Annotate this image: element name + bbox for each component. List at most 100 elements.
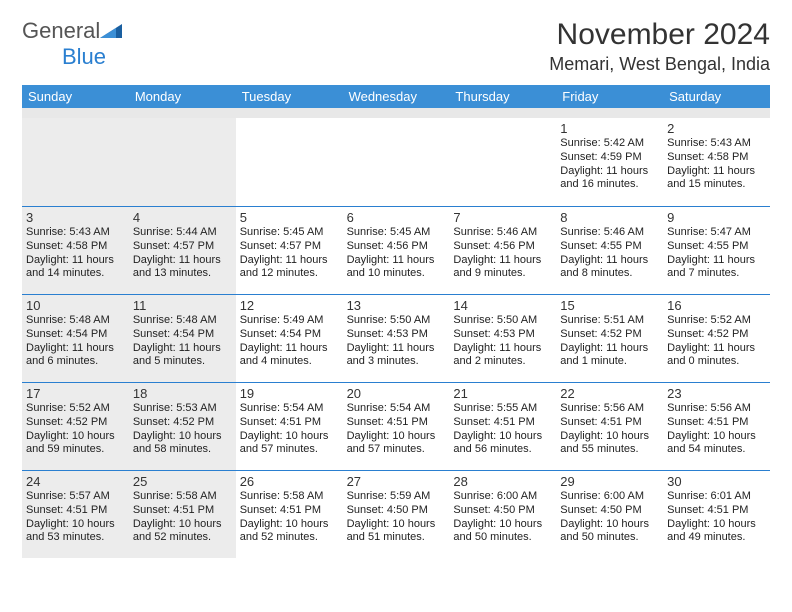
day-sunset: Sunset: 4:57 PM	[133, 240, 232, 254]
day-sunrise: Sunrise: 5:59 AM	[347, 490, 446, 504]
day-cell: 9Sunrise: 5:47 AMSunset: 4:55 PMDaylight…	[663, 206, 770, 294]
day-daylight1: Daylight: 11 hours	[26, 342, 125, 356]
day-sunrise: Sunrise: 5:42 AM	[560, 137, 659, 151]
day-sunset: Sunset: 4:50 PM	[560, 504, 659, 518]
day-sunset: Sunset: 4:51 PM	[667, 416, 766, 430]
day-daylight2: and 13 minutes.	[133, 267, 232, 281]
weekday-friday: Friday	[556, 85, 663, 108]
day-cell: 20Sunrise: 5:54 AMSunset: 4:51 PMDayligh…	[343, 382, 450, 470]
day-sunset: Sunset: 4:58 PM	[26, 240, 125, 254]
day-sunrise: Sunrise: 5:46 AM	[453, 226, 552, 240]
day-cell: 18Sunrise: 5:53 AMSunset: 4:52 PMDayligh…	[129, 382, 236, 470]
day-number: 7	[453, 210, 552, 225]
day-sunrise: Sunrise: 5:46 AM	[560, 226, 659, 240]
day-daylight2: and 58 minutes.	[133, 443, 232, 457]
day-cell: 28Sunrise: 6:00 AMSunset: 4:50 PMDayligh…	[449, 470, 556, 558]
day-cell: 13Sunrise: 5:50 AMSunset: 4:53 PMDayligh…	[343, 294, 450, 382]
day-daylight2: and 8 minutes.	[560, 267, 659, 281]
day-daylight1: Daylight: 11 hours	[560, 254, 659, 268]
day-daylight2: and 55 minutes.	[560, 443, 659, 457]
day-daylight2: and 49 minutes.	[667, 531, 766, 545]
day-number: 13	[347, 298, 446, 313]
day-daylight2: and 9 minutes.	[453, 267, 552, 281]
day-daylight2: and 2 minutes.	[453, 355, 552, 369]
day-daylight2: and 52 minutes.	[133, 531, 232, 545]
day-cell: 26Sunrise: 5:58 AMSunset: 4:51 PMDayligh…	[236, 470, 343, 558]
day-sunrise: Sunrise: 5:54 AM	[347, 402, 446, 416]
day-number: 5	[240, 210, 339, 225]
weekday-sunday: Sunday	[22, 85, 129, 108]
day-sunset: Sunset: 4:55 PM	[667, 240, 766, 254]
logo: General Blue	[22, 18, 122, 70]
day-cell: 16Sunrise: 5:52 AMSunset: 4:52 PMDayligh…	[663, 294, 770, 382]
day-sunrise: Sunrise: 5:57 AM	[26, 490, 125, 504]
day-daylight1: Daylight: 11 hours	[133, 342, 232, 356]
day-sunrise: Sunrise: 5:45 AM	[240, 226, 339, 240]
day-number: 18	[133, 386, 232, 401]
day-daylight1: Daylight: 11 hours	[560, 342, 659, 356]
location: Memari, West Bengal, India	[549, 54, 770, 75]
day-sunrise: Sunrise: 5:53 AM	[133, 402, 232, 416]
day-cell: 29Sunrise: 6:00 AMSunset: 4:50 PMDayligh…	[556, 470, 663, 558]
day-daylight2: and 3 minutes.	[347, 355, 446, 369]
day-daylight2: and 5 minutes.	[133, 355, 232, 369]
day-number: 23	[667, 386, 766, 401]
day-sunset: Sunset: 4:54 PM	[133, 328, 232, 342]
day-number: 20	[347, 386, 446, 401]
weekday-row: SundayMondayTuesdayWednesdayThursdayFrid…	[22, 85, 770, 108]
day-daylight2: and 57 minutes.	[240, 443, 339, 457]
day-daylight2: and 4 minutes.	[240, 355, 339, 369]
day-cell: 10Sunrise: 5:48 AMSunset: 4:54 PMDayligh…	[22, 294, 129, 382]
weekday-tuesday: Tuesday	[236, 85, 343, 108]
day-sunset: Sunset: 4:51 PM	[133, 504, 232, 518]
day-sunrise: Sunrise: 5:43 AM	[26, 226, 125, 240]
day-sunset: Sunset: 4:51 PM	[240, 504, 339, 518]
day-cell: 7Sunrise: 5:46 AMSunset: 4:56 PMDaylight…	[449, 206, 556, 294]
day-cell: 22Sunrise: 5:56 AMSunset: 4:51 PMDayligh…	[556, 382, 663, 470]
day-sunset: Sunset: 4:56 PM	[453, 240, 552, 254]
day-daylight1: Daylight: 10 hours	[347, 518, 446, 532]
day-number: 28	[453, 474, 552, 489]
day-sunset: Sunset: 4:52 PM	[560, 328, 659, 342]
day-cell	[129, 118, 236, 206]
day-number: 17	[26, 386, 125, 401]
day-sunrise: Sunrise: 5:43 AM	[667, 137, 766, 151]
day-sunrise: Sunrise: 6:00 AM	[453, 490, 552, 504]
day-daylight2: and 15 minutes.	[667, 178, 766, 192]
header: General Blue November 2024 Memari, West …	[22, 18, 770, 75]
day-cell: 5Sunrise: 5:45 AMSunset: 4:57 PMDaylight…	[236, 206, 343, 294]
day-sunrise: Sunrise: 5:47 AM	[667, 226, 766, 240]
day-number: 2	[667, 121, 766, 136]
day-sunrise: Sunrise: 5:50 AM	[453, 314, 552, 328]
day-daylight1: Daylight: 11 hours	[347, 254, 446, 268]
day-daylight2: and 52 minutes.	[240, 531, 339, 545]
day-number: 14	[453, 298, 552, 313]
day-cell: 1Sunrise: 5:42 AMSunset: 4:59 PMDaylight…	[556, 118, 663, 206]
logo-text: General Blue	[22, 18, 122, 70]
day-sunrise: Sunrise: 5:54 AM	[240, 402, 339, 416]
day-daylight1: Daylight: 10 hours	[240, 430, 339, 444]
day-sunrise: Sunrise: 5:52 AM	[667, 314, 766, 328]
day-sunset: Sunset: 4:55 PM	[560, 240, 659, 254]
day-cell: 21Sunrise: 5:55 AMSunset: 4:51 PMDayligh…	[449, 382, 556, 470]
day-daylight2: and 7 minutes.	[667, 267, 766, 281]
day-cell: 11Sunrise: 5:48 AMSunset: 4:54 PMDayligh…	[129, 294, 236, 382]
day-daylight1: Daylight: 11 hours	[560, 165, 659, 179]
weekday-thursday: Thursday	[449, 85, 556, 108]
day-cell: 25Sunrise: 5:58 AMSunset: 4:51 PMDayligh…	[129, 470, 236, 558]
day-cell: 27Sunrise: 5:59 AMSunset: 4:50 PMDayligh…	[343, 470, 450, 558]
day-daylight1: Daylight: 10 hours	[667, 430, 766, 444]
day-sunset: Sunset: 4:51 PM	[453, 416, 552, 430]
weekday-monday: Monday	[129, 85, 236, 108]
day-number: 22	[560, 386, 659, 401]
day-sunrise: Sunrise: 5:52 AM	[26, 402, 125, 416]
day-sunset: Sunset: 4:54 PM	[26, 328, 125, 342]
day-sunset: Sunset: 4:50 PM	[347, 504, 446, 518]
day-cell: 17Sunrise: 5:52 AMSunset: 4:52 PMDayligh…	[22, 382, 129, 470]
day-daylight1: Daylight: 11 hours	[26, 254, 125, 268]
day-sunset: Sunset: 4:51 PM	[240, 416, 339, 430]
day-daylight1: Daylight: 11 hours	[133, 254, 232, 268]
day-sunset: Sunset: 4:59 PM	[560, 151, 659, 165]
day-daylight1: Daylight: 10 hours	[560, 518, 659, 532]
day-number: 12	[240, 298, 339, 313]
